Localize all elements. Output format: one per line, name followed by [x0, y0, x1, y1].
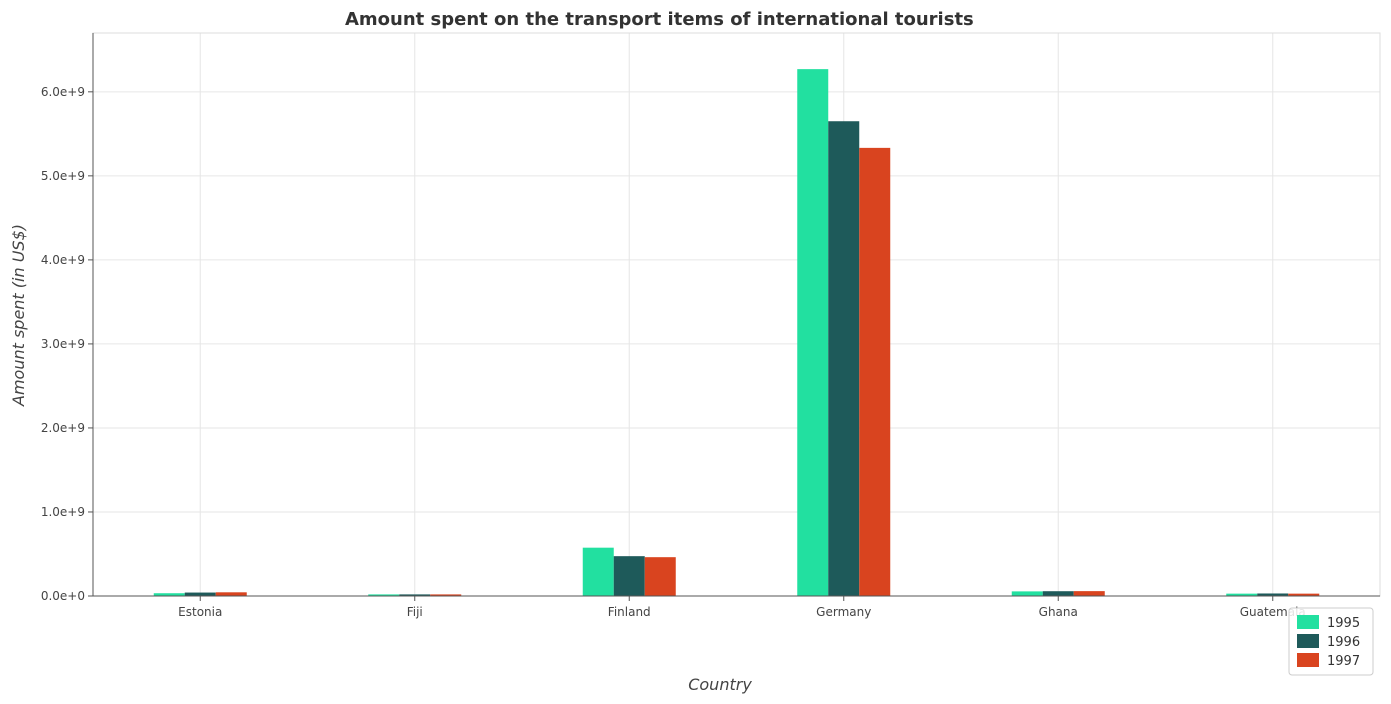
bar-1996-estonia	[184, 592, 216, 596]
x-tick-label: Finland	[608, 605, 651, 619]
bar-1996-guatemala	[1257, 593, 1289, 596]
x-tick-label: Germany	[816, 605, 871, 619]
bars	[153, 69, 1320, 597]
y-tick-label: 2.0e+9	[41, 421, 85, 435]
legend-swatch-1996	[1297, 634, 1319, 648]
legend: 1995 1996 1997	[1288, 607, 1374, 676]
bar-1995-fiji	[368, 594, 400, 596]
legend-swatch-1995	[1297, 615, 1319, 629]
bar-1997-estonia	[215, 592, 247, 596]
bar-1996-fiji	[399, 594, 431, 596]
legend-label-1997: 1997	[1327, 654, 1360, 669]
legend-swatch-1997	[1297, 653, 1319, 667]
legend-label-1996: 1996	[1327, 635, 1360, 650]
bar-1996-finland	[613, 556, 645, 596]
y-tick-label: 4.0e+9	[41, 253, 85, 267]
bar-1997-fiji	[430, 594, 462, 596]
chart-title: Amount spent on the transport items of i…	[345, 9, 974, 30]
bar-1997-germany	[859, 147, 891, 596]
y-tick-label: 1.0e+9	[41, 505, 85, 519]
bar-1996-germany	[828, 121, 860, 596]
x-tick-label: Estonia	[178, 605, 222, 619]
bar-1995-guatemala	[1226, 593, 1258, 596]
x-tick-label: Fiji	[407, 605, 423, 619]
bar-1995-germany	[797, 69, 829, 597]
legend-label-1995: 1995	[1327, 616, 1360, 631]
bar-1997-guatemala	[1288, 593, 1320, 596]
x-axis-title: Country	[688, 675, 752, 694]
bar-1997-ghana	[1073, 591, 1105, 596]
y-tick-label: 3.0e+9	[41, 337, 85, 351]
y-tick-label: 6.0e+9	[41, 85, 85, 99]
grid-lines	[92, 32, 1381, 597]
bar-1995-ghana	[1011, 591, 1043, 596]
bar-1995-finland	[582, 547, 614, 596]
bar-1996-ghana	[1042, 591, 1074, 596]
bar-1997-finland	[644, 557, 676, 596]
x-tick-label: Ghana	[1039, 605, 1078, 619]
y-tick-label: 0.0e+0	[41, 589, 85, 603]
y-tick-label: 5.0e+9	[41, 169, 85, 183]
y-axis-title: Amount spent (in US$)	[9, 224, 28, 407]
axes: 0.0e+0 1.0e+9 2.0e+9 3.0e+9 4.0e+9 5.0e+9 6.0e…	[41, 33, 1380, 619]
bar-1995-estonia	[153, 593, 185, 596]
